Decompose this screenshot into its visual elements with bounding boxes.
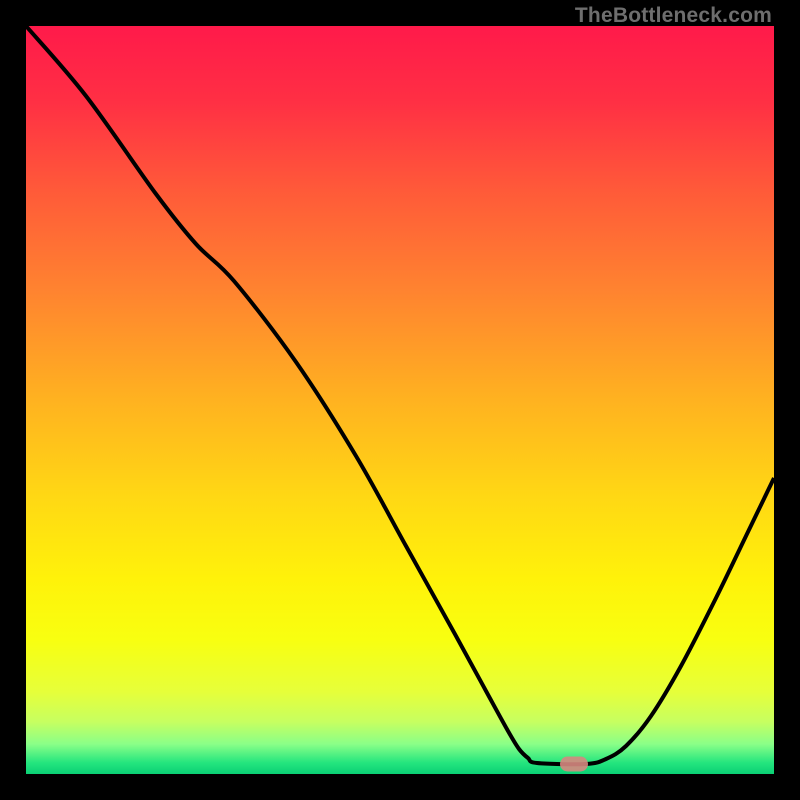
bottleneck-curve: [26, 26, 774, 764]
chart-outer: TheBottleneck.com: [0, 0, 800, 800]
curve-layer: [26, 26, 774, 774]
plot-area: [26, 26, 774, 774]
sweet-spot-marker: [560, 757, 588, 772]
watermark-text: TheBottleneck.com: [575, 4, 772, 28]
